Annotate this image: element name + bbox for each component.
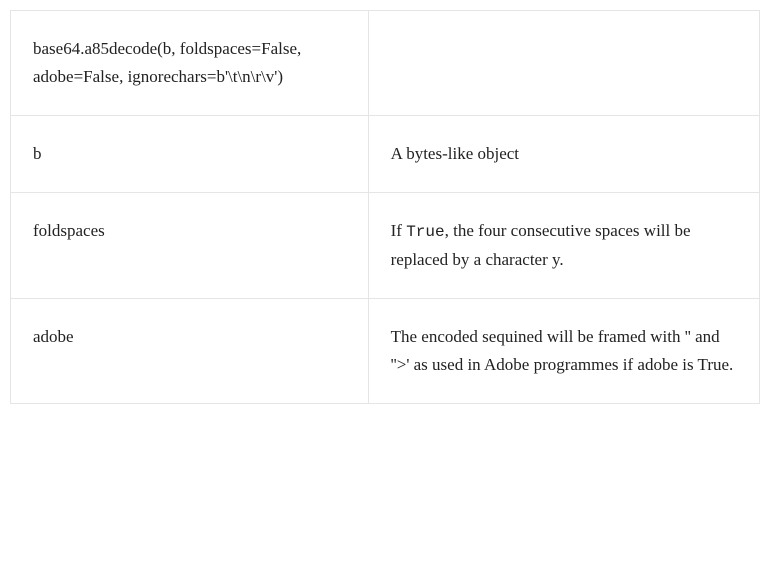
table-row: b A bytes-like object — [11, 116, 760, 193]
inline-code: True — [406, 223, 444, 241]
table-row: foldspaces If True, the four consecutive… — [11, 193, 760, 298]
param-name: foldspaces — [11, 193, 369, 298]
param-description: If True, the four consecutive spaces wil… — [368, 193, 759, 298]
param-description: The encoded sequined will be framed with… — [368, 298, 759, 403]
table-row: adobe The encoded sequined will be frame… — [11, 298, 760, 403]
table-row-header: base64.a85decode(b, foldspaces=False, ad… — [11, 11, 760, 116]
param-name: b — [11, 116, 369, 193]
header-description — [368, 11, 759, 116]
function-signature: base64.a85decode(b, foldspaces=False, ad… — [11, 11, 369, 116]
param-name: adobe — [11, 298, 369, 403]
desc-text-pre: If — [391, 221, 407, 240]
parameter-table: base64.a85decode(b, foldspaces=False, ad… — [10, 10, 760, 404]
param-description: A bytes-like object — [368, 116, 759, 193]
